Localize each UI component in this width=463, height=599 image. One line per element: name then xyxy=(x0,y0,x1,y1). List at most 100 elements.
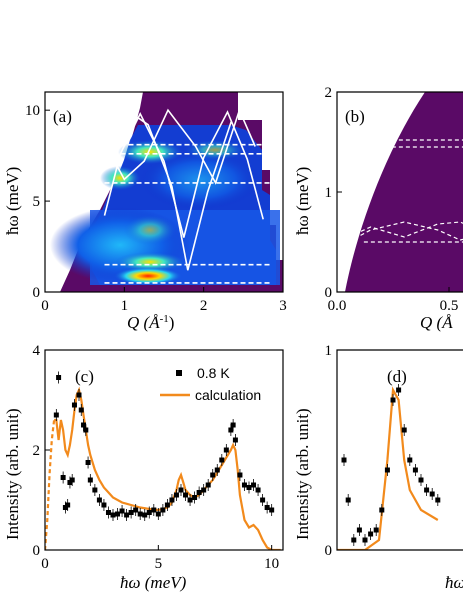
data-point xyxy=(53,412,59,418)
panel-a-xtick-label: 0 xyxy=(41,298,49,314)
legend-label-0.8K: 0.8 K xyxy=(197,365,230,381)
panel-b-ytick-label: 2 xyxy=(325,85,333,101)
panel-a-dispersion-curve xyxy=(103,107,256,185)
panel-d-data-point xyxy=(345,497,351,503)
data-point xyxy=(178,487,184,493)
panel-a-ticks: 0 1 2 3 0 5 10 xyxy=(25,103,287,314)
data-point xyxy=(230,422,236,428)
panel-d-data-point xyxy=(390,397,396,403)
panel-b-dashed-curve xyxy=(347,221,463,243)
panel-d-data-point xyxy=(373,527,379,533)
panel-a-dispersion-curve xyxy=(107,107,233,271)
panel-a-ytick-label: 5 xyxy=(33,194,41,210)
panel-a-heatmap xyxy=(50,92,283,292)
panel-b-overlay-lines xyxy=(347,139,463,243)
data-point xyxy=(128,510,134,515)
data-point xyxy=(223,447,229,453)
panel-a-hotspot-1.5meV xyxy=(115,252,185,272)
panel-d-data-point xyxy=(341,457,347,463)
data-point xyxy=(60,475,66,480)
data-point xyxy=(85,460,91,465)
data-point xyxy=(192,495,198,500)
panel-b-heatmap xyxy=(345,92,463,292)
data-point xyxy=(76,392,82,398)
panel-d-ticks: 01 xyxy=(325,343,342,559)
data-point xyxy=(115,511,121,517)
data-point xyxy=(119,508,125,514)
panel-a-ylabel: ħω (meV) xyxy=(3,167,22,235)
data-point xyxy=(196,490,202,495)
panel-a-frame xyxy=(44,91,284,293)
data-point xyxy=(228,427,234,433)
panel-b-xlabel: Q (Å xyxy=(420,313,453,332)
data-point xyxy=(105,510,111,515)
panel-d-ytick-label: 0 xyxy=(325,543,333,559)
panel-d-data-point xyxy=(368,531,374,537)
panel-c-xtick-label: 0 xyxy=(41,556,49,572)
data-point xyxy=(101,502,107,508)
data-point xyxy=(201,487,207,493)
data-point xyxy=(219,457,225,463)
panel-b-label: (b) xyxy=(345,107,365,126)
panel-b-xtick-label: 0.5 xyxy=(440,298,459,314)
data-point xyxy=(173,492,179,498)
panel-d-calculation-line xyxy=(337,386,439,550)
panel-a-hotspot-1meV xyxy=(114,267,182,285)
panel-c-label: (c) xyxy=(75,367,94,386)
panel-d-xlabel: ħω xyxy=(445,573,463,592)
data-point xyxy=(92,487,98,493)
calculation-line-dashed xyxy=(45,419,56,550)
panel-c-ytick-label: 0 xyxy=(33,543,41,559)
panel-c-xlabel: ħω (meV) xyxy=(120,573,187,592)
data-point xyxy=(237,472,243,478)
data-point xyxy=(269,507,275,513)
data-point xyxy=(187,497,193,503)
panel-c-ytick-label: 4 xyxy=(33,343,41,359)
data-point xyxy=(183,492,189,498)
panel-c-xtick-label: 5 xyxy=(155,556,163,572)
data-point xyxy=(56,375,62,380)
panel-a-blue-glow-2 xyxy=(140,150,260,210)
data-point xyxy=(205,482,211,488)
legend-label-calculation: calculation xyxy=(195,387,261,403)
data-point xyxy=(65,502,71,508)
panel-a-xtick-label: 3 xyxy=(279,298,287,314)
panel-c-ticks: 0 5 10 0 2 4 xyxy=(33,343,280,572)
panel-d-data-point xyxy=(424,487,430,493)
data-point xyxy=(164,502,170,508)
panel-a-xlabel-end: ) xyxy=(169,313,175,332)
data-point xyxy=(87,477,93,483)
data-point xyxy=(214,467,220,473)
panel-c-series xyxy=(45,371,281,550)
panel-a-overlay-lines xyxy=(103,107,272,284)
panel-d-data-point xyxy=(384,467,390,473)
panel-a-label: (a) xyxy=(53,107,72,126)
panel-b-ticks: 0.0 0.5 0 1 2 xyxy=(325,85,459,314)
data-point xyxy=(246,485,252,490)
panel-b-dashed-curve xyxy=(347,221,463,238)
panel-a: 0 1 2 3 0 5 10 (a) Q (Å-1) ħω (meV) xyxy=(3,91,287,332)
data-point xyxy=(264,505,270,510)
data-point xyxy=(142,512,148,518)
data-point xyxy=(210,472,216,478)
panel-d-series xyxy=(337,384,441,550)
data-point xyxy=(169,497,175,503)
panel-a-dispersion-curve xyxy=(103,110,264,238)
panel-c-xtick-label: 10 xyxy=(264,556,279,572)
calculation-line xyxy=(54,386,281,550)
data-point xyxy=(124,512,130,518)
panel-d-data-point xyxy=(351,537,357,543)
panel-d-data-point xyxy=(407,457,413,463)
data-point xyxy=(155,511,161,517)
data-point xyxy=(83,427,89,433)
panel-b: 0.0 0.5 0 1 2 (b) Q (Å ħω (meV) xyxy=(293,85,463,332)
data-point xyxy=(232,437,238,443)
data-point xyxy=(251,482,257,488)
data-point xyxy=(160,507,166,513)
panel-d-data-point xyxy=(356,527,362,533)
panel-d-data-point xyxy=(429,491,435,497)
panel-a-xtick-label: 2 xyxy=(200,298,208,314)
panel-c: 0 5 10 0 2 4 (c) 0.8 K calculation ħω (meV) I… xyxy=(3,343,284,592)
panel-d-data-point xyxy=(401,427,407,433)
